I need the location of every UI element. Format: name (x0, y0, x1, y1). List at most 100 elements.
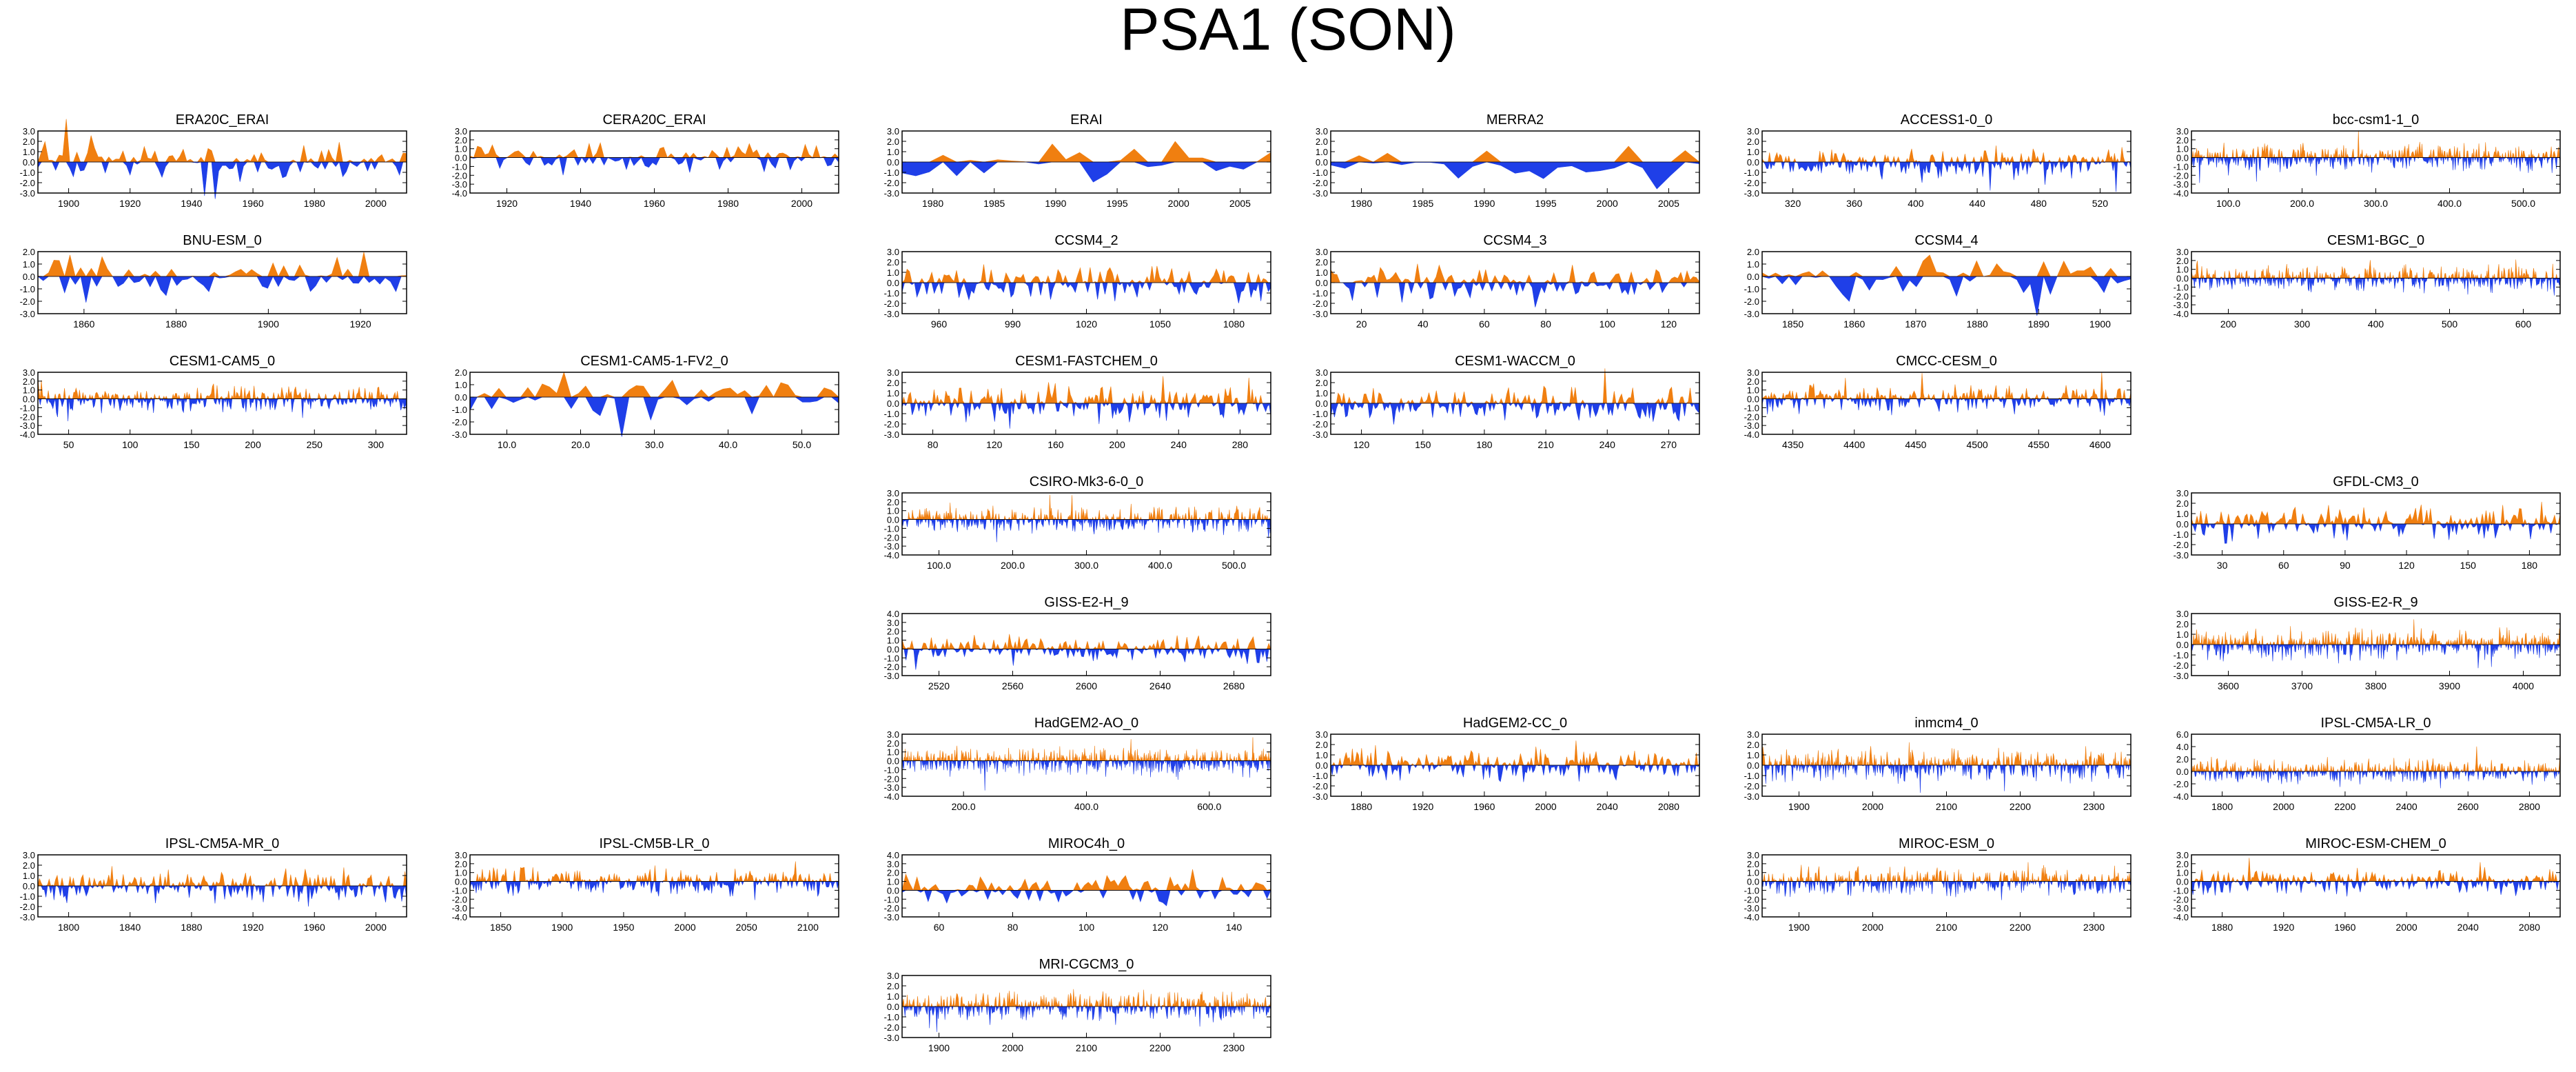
panel-bnu-esm-0: BNU-ESM_0 2.0 1.0 0.0 -1.0 -2.0 -3.0 1860 1880 19… (20, 233, 407, 330)
negative-area (2191, 277, 2561, 296)
panel-mri-cgcm3-0: MRI-CGCM3_0 3.02.01.00.0-1.0-2.0-3.0 1900 2… (884, 957, 1271, 1053)
y-tick-label: 2.0 (887, 497, 899, 507)
x-tick-label: 500.0 (1222, 560, 1246, 571)
y-tick-label: -1.0 (452, 161, 467, 172)
y-tick-label: -1.0 (884, 894, 899, 904)
x-tick-label: 4450 (1905, 439, 1926, 450)
y-tick-label: -3.0 (20, 309, 35, 319)
y-tick-label: -1.0 (1744, 403, 1759, 413)
x-tick-label: 1080 (1223, 318, 1245, 330)
x-tick-label: 2640 (1149, 680, 1171, 691)
positive-area (2191, 259, 2561, 279)
x-tick-label: 200 (1109, 439, 1125, 450)
x-tick-label: 1920 (1412, 801, 1433, 812)
y-tick-label: -1.0 (20, 284, 35, 294)
y-tick-label: 2.0 (1747, 136, 1759, 147)
y-tick-label: -4.0 (2174, 912, 2189, 922)
panel-miroc-esm-chem-0: MIROC-ESM-CHEM_0 3.02.01.00.0-1.0-2.0-3.0… (2174, 836, 2561, 933)
y-tick-label: 1.0 (887, 636, 899, 646)
y-tick-label: 2.0 (455, 135, 467, 145)
y-tick-label: -4.0 (452, 912, 467, 922)
x-tick-label: 2520 (928, 680, 950, 691)
y-tick-label: -1.0 (884, 653, 899, 663)
panel-cesm1-bgc-0: CESM1-BGC_0 3.02.01.00.0-1.0-2.0-3.0-4.0 2… (2174, 233, 2561, 330)
panel-title: CCSM4_4 (1914, 233, 1978, 248)
negative-area (1330, 764, 1700, 782)
x-tick-label: 100 (122, 439, 139, 450)
y-tick-label: 0.0 (887, 278, 899, 288)
x-tick-label: 4600 (2089, 439, 2111, 450)
y-tick-label: -1.0 (1744, 284, 1759, 294)
negative-area (901, 161, 1271, 183)
y-tick-label: -1.0 (1313, 409, 1328, 419)
y-tick-label: 3.0 (887, 488, 899, 498)
y-tick-label: -2.0 (20, 902, 35, 912)
y-tick-label: -3.0 (884, 429, 899, 440)
negative-area (901, 889, 1271, 907)
positive-area (901, 494, 1271, 520)
panel-cesm1-fastchem-0: CESM1-FASTCHEM_0 3.02.01.00.0-1.0-2.0-3.0… (884, 354, 1271, 450)
x-tick-label: 60 (2278, 560, 2289, 571)
x-tick-label: 500 (2442, 318, 2458, 330)
y-tick-label: 1.0 (887, 877, 899, 887)
panel-inmcm4-0: inmcm4_0 3.02.01.00.0-1.0-2.0-3.0 1900 2000… (1744, 716, 2132, 812)
panel-title: GISS-E2-R_9 (2333, 595, 2417, 610)
panel-title: CESM1-CAM5-1-FV2_0 (580, 354, 728, 369)
x-tick-label: 2100 (1076, 1042, 1097, 1053)
x-tick-label: 1800 (2211, 801, 2233, 812)
y-tick-label: 1.0 (1316, 388, 1328, 398)
y-tick-label: 2.0 (1747, 859, 1759, 869)
y-tick-label: -1.0 (884, 409, 899, 419)
x-tick-label: 2000 (1597, 198, 1618, 209)
y-tick-label: 0.0 (1316, 760, 1328, 771)
y-tick-label: -2.0 (452, 417, 467, 427)
y-tick-label: 0.0 (2176, 153, 2189, 163)
x-tick-label: 1960 (304, 922, 325, 933)
x-tick-label: 280 (1232, 439, 1249, 450)
x-tick-label: 80 (1008, 922, 1019, 933)
y-tick-label: -3.0 (1744, 421, 1759, 431)
x-tick-label: 4400 (1843, 439, 1865, 450)
x-tick-label: 180 (1476, 439, 1493, 450)
y-tick-label: 2.0 (23, 376, 35, 387)
x-tick-label: 2000 (675, 922, 696, 933)
panel-title: BNU-ESM_0 (183, 233, 261, 248)
y-tick-label: -4.0 (2174, 188, 2189, 199)
positive-area (1761, 254, 2131, 277)
x-tick-label: 2400 (2396, 801, 2417, 812)
y-tick-label: 3.0 (1747, 126, 1759, 136)
x-tick-label: 120 (1353, 439, 1370, 450)
x-tick-label: 100 (1599, 318, 1616, 330)
x-tick-label: 2005 (1229, 198, 1251, 209)
x-tick-label: 1860 (1843, 318, 1865, 330)
y-tick-label: 0.0 (887, 398, 899, 409)
y-tick-label: 0.0 (2176, 519, 2189, 529)
y-tick-label: -2.0 (2174, 170, 2189, 181)
y-tick-label: 0.0 (455, 153, 467, 163)
y-tick-label: 2.0 (1747, 376, 1759, 387)
panel-giss-e2-h-9: GISS-E2-H_9 4.03.02.01.00.0-1.0-2.0-3.0 25… (884, 595, 1271, 691)
x-tick-label: 1880 (2211, 922, 2233, 933)
y-tick-label: 3.0 (1747, 367, 1759, 378)
y-tick-label: 1.0 (1316, 147, 1328, 157)
plot-frame (2191, 854, 2561, 918)
y-tick-label: 3.0 (887, 618, 899, 628)
y-tick-label: 0.0 (23, 272, 35, 282)
x-tick-label: 1900 (58, 198, 79, 209)
y-tick-label: -2.0 (1744, 412, 1759, 422)
negative-area (38, 884, 407, 907)
panel-ipsl-cm5a-mr-0: IPSL-CM5A-MR_0 3.02.01.00.0-1.0-2.0-3.0 18… (20, 836, 407, 933)
x-tick-label: 1900 (551, 922, 573, 933)
y-tick-label: 0.0 (1747, 157, 1759, 168)
y-tick-label: -2.0 (2174, 540, 2189, 550)
y-tick-label: 2.0 (2176, 498, 2189, 509)
x-tick-label: 600.0 (1197, 801, 1221, 812)
x-tick-label: 1985 (1412, 198, 1433, 209)
x-tick-label: 50.0 (793, 439, 811, 450)
positive-area (1331, 145, 1700, 163)
y-tick-label: -3.0 (452, 179, 467, 190)
x-tick-label: 1900 (1788, 922, 1810, 933)
y-tick-label: -3.0 (1744, 309, 1759, 319)
y-tick-label: 2.0 (1747, 740, 1759, 750)
y-tick-label: -2.0 (2174, 894, 2189, 904)
